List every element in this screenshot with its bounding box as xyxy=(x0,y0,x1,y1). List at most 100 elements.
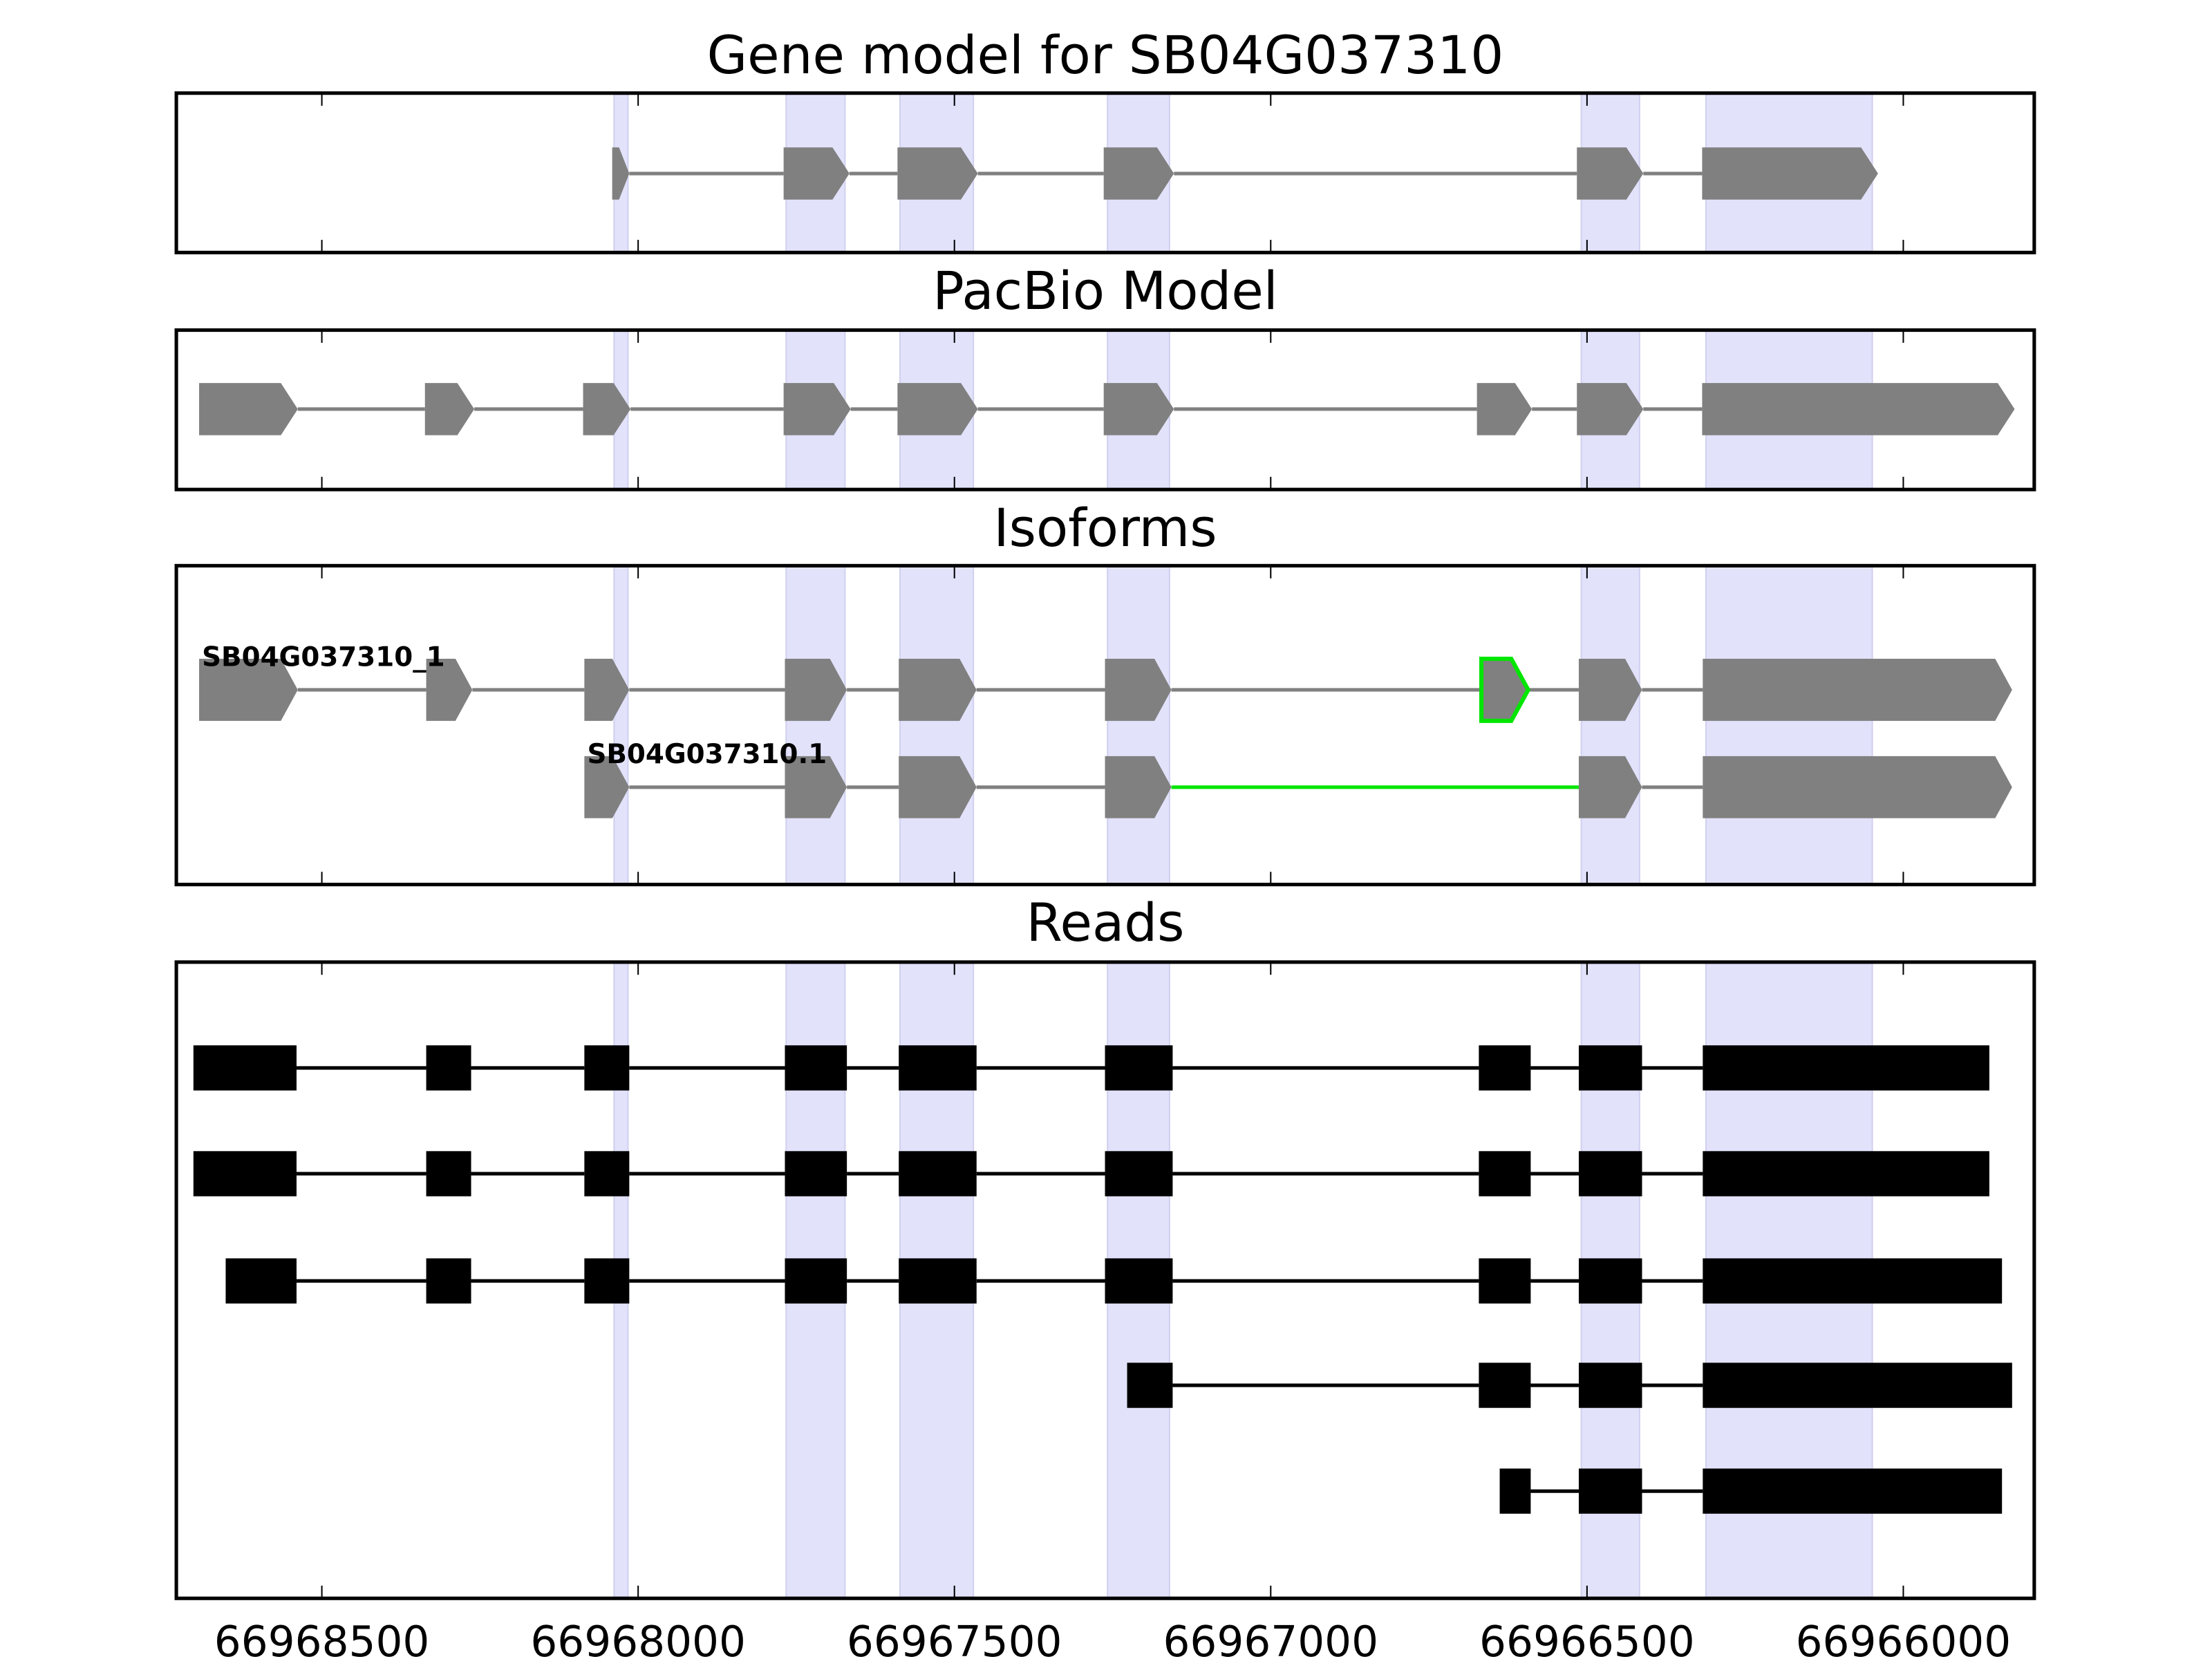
read-block xyxy=(1479,1045,1531,1091)
read-block xyxy=(426,1151,471,1197)
read-track xyxy=(193,1045,1989,1091)
transcript-track: SB04G037310_1 xyxy=(199,641,2012,723)
isoform-label: SB04G037310.1 xyxy=(587,739,827,770)
read-block xyxy=(584,1151,630,1197)
shaded-region xyxy=(1580,565,1640,885)
read-track xyxy=(1499,1468,2003,1514)
exon xyxy=(1105,756,1172,818)
read-track xyxy=(225,1258,2003,1304)
exon xyxy=(1577,147,1644,200)
read-block xyxy=(899,1045,977,1091)
read-block xyxy=(1703,1468,2003,1514)
x-tick-label: 66966500 xyxy=(1479,1618,1695,1659)
read-block xyxy=(1127,1362,1173,1408)
read-track xyxy=(1127,1362,2012,1408)
read-block xyxy=(426,1258,471,1304)
shaded-region xyxy=(1705,565,1873,885)
exon xyxy=(424,383,475,435)
read-block xyxy=(1703,1362,2012,1408)
read-block xyxy=(193,1045,297,1091)
read-block xyxy=(584,1045,630,1091)
shaded-region xyxy=(785,565,846,885)
x-tick-label: 66968500 xyxy=(214,1618,430,1659)
exon xyxy=(1103,147,1174,200)
exon xyxy=(783,147,850,200)
panel-isoforms: Isoforms SB04G037310_1 SB04G037310.1 xyxy=(174,498,2036,887)
transcript-track xyxy=(199,383,2015,435)
panel-title: Gene model for SB04G037310 xyxy=(707,25,1504,86)
exon xyxy=(1578,756,1642,818)
exon xyxy=(584,659,630,721)
read-track xyxy=(193,1151,1989,1197)
shaded-region xyxy=(613,565,629,885)
read-block xyxy=(1499,1468,1531,1514)
exon xyxy=(785,659,847,721)
read-block xyxy=(584,1258,630,1304)
exon xyxy=(1703,756,2012,818)
exon xyxy=(1479,657,1531,723)
read-block xyxy=(1578,1468,1642,1514)
transcript-track xyxy=(612,147,1878,200)
read-block xyxy=(899,1258,977,1304)
read-block xyxy=(1105,1151,1173,1197)
read-block xyxy=(899,1151,977,1197)
read-block xyxy=(785,1151,847,1197)
read-block xyxy=(785,1258,847,1304)
read-block xyxy=(1105,1258,1173,1304)
exon xyxy=(1702,383,2015,435)
panel-pacbio-model: PacBio Model xyxy=(174,261,2036,491)
panel-title: PacBio Model xyxy=(932,261,1278,321)
read-block xyxy=(1479,1362,1531,1408)
panel-title: Reads xyxy=(1026,892,1184,953)
read-block xyxy=(193,1151,297,1197)
exon xyxy=(785,756,847,818)
panel-frame xyxy=(174,960,2036,1600)
read-block xyxy=(225,1258,297,1304)
exon xyxy=(899,659,977,721)
read-block xyxy=(1578,1258,1642,1304)
panel-reads: Reads xyxy=(174,892,2036,1600)
exon xyxy=(583,383,631,435)
read-block xyxy=(1703,1045,1989,1091)
exon xyxy=(426,659,473,721)
x-tick-label: 66968000 xyxy=(530,1618,746,1659)
read-block xyxy=(1578,1045,1642,1091)
panel-gene-model-for-sb04g037310: Gene model for SB04G037310 xyxy=(174,25,2036,254)
shaded-region xyxy=(1107,565,1170,885)
exon xyxy=(1103,383,1174,435)
panel-frame xyxy=(174,91,2036,254)
read-block xyxy=(1479,1258,1531,1304)
exon xyxy=(897,147,978,200)
exon xyxy=(612,147,630,200)
isoform-label: SB04G037310_1 xyxy=(202,641,444,673)
read-block xyxy=(1105,1045,1173,1091)
read-block xyxy=(1578,1151,1642,1197)
read-block xyxy=(426,1045,471,1091)
x-tick-label: 66966000 xyxy=(1796,1618,2012,1659)
exon xyxy=(899,756,977,818)
exon xyxy=(1105,659,1172,721)
read-block xyxy=(1479,1151,1531,1197)
exon xyxy=(1702,147,1878,200)
exon xyxy=(1578,659,1642,721)
read-block xyxy=(1703,1258,2003,1304)
panel-title: Isoforms xyxy=(993,498,1217,559)
exon xyxy=(584,756,630,818)
read-block xyxy=(1578,1362,1642,1408)
exon xyxy=(1703,659,2012,721)
x-tick-label: 66967500 xyxy=(847,1618,1062,1659)
exon xyxy=(897,383,978,435)
exon xyxy=(783,383,851,435)
x-tick-label: 66967000 xyxy=(1163,1618,1378,1659)
read-block xyxy=(1703,1151,1989,1197)
exon xyxy=(199,383,298,435)
shaded-region xyxy=(899,565,975,885)
exon xyxy=(1477,383,1533,435)
exon xyxy=(1577,383,1644,435)
panel-frame xyxy=(174,328,2036,491)
panel-frame xyxy=(174,563,2036,887)
read-block xyxy=(785,1045,847,1091)
transcript-track: SB04G037310.1 xyxy=(584,739,2012,818)
exon xyxy=(199,659,298,721)
